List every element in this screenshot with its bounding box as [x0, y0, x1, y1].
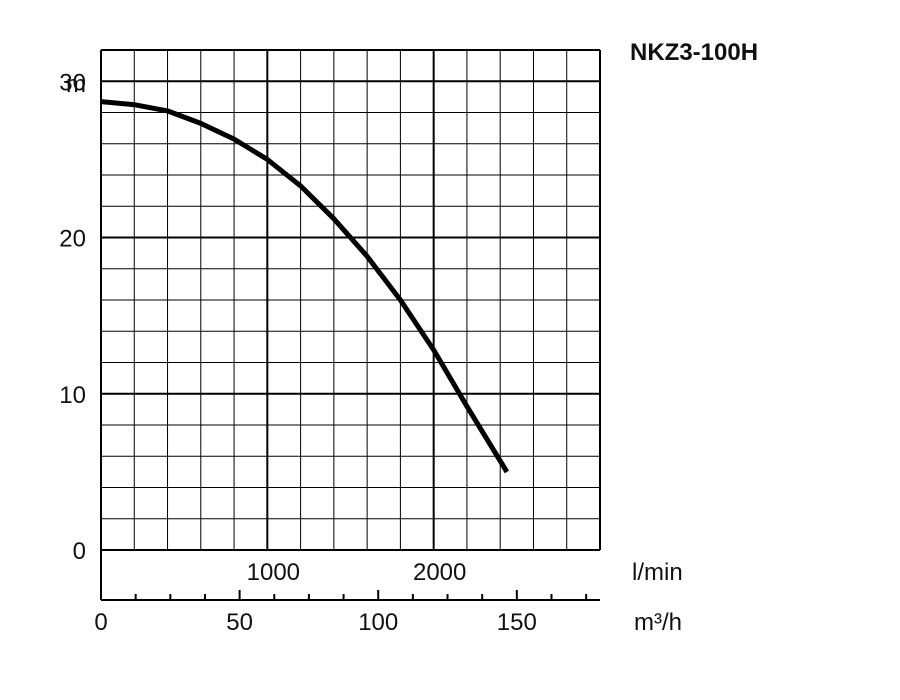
- pump-curve-line: [100, 99, 510, 474]
- x-tick-label-m3h: 150: [497, 609, 537, 636]
- x-tick-labels-lmin: 1000 2000: [247, 559, 467, 586]
- chart-title: NKZ3-100H: [630, 39, 758, 66]
- x-tick-labels-m3h: 0 50 100 150: [94, 609, 537, 636]
- y-tick-label: 0: [73, 538, 86, 565]
- x-tick-label-m3h: 0: [94, 609, 107, 636]
- y-tick-labels: 0 10 20 30: [59, 69, 86, 565]
- y-tick-label: 10: [59, 382, 86, 409]
- x-tick-label-lmin: 2000: [413, 559, 466, 586]
- x-tick-label-lmin: 1000: [247, 559, 300, 586]
- x-tick-label-m3h: 50: [226, 609, 253, 636]
- y-axis-label: m: [66, 71, 86, 98]
- chart-grid: [100, 49, 601, 551]
- chart-axes: [100, 50, 601, 601]
- y-tick-label: 30: [59, 69, 86, 96]
- x-axis-label-lmin: l/min: [632, 559, 683, 586]
- x-axis-label-m3h: m³/h: [634, 609, 682, 636]
- x-tick-label-m3h: 100: [358, 609, 398, 636]
- y-tick-label: 20: [59, 226, 86, 253]
